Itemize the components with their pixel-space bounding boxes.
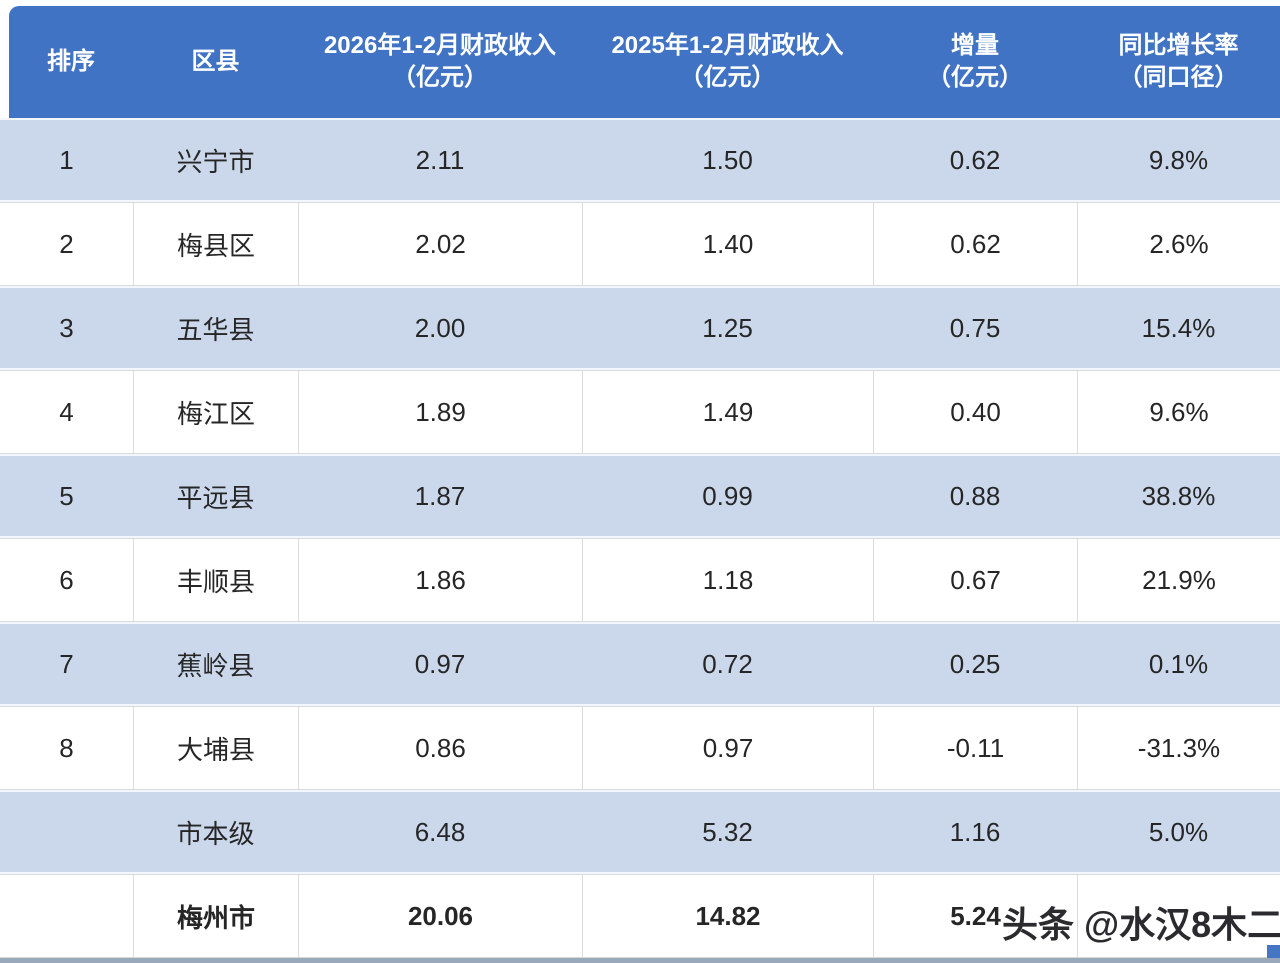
table-row: 3 五华县 2.00 1.25 0.75 15.4% [0, 286, 1280, 370]
cell-district: 丰顺县 [133, 539, 298, 621]
header-cell-rev2026: 2026年1-2月财政收入 （亿元） [298, 30, 582, 95]
header-subtitle: （亿元） [392, 64, 488, 91]
cell-delta: 0.25 [873, 624, 1077, 704]
cell-rev2026: 2.02 [298, 203, 582, 285]
header-subtitle: （亿元） [679, 64, 776, 91]
table-row: 7 蕉岭县 0.97 0.72 0.25 0.1% [0, 622, 1280, 706]
cell-growth [1077, 875, 1280, 957]
cell-growth: 5.0% [1077, 792, 1280, 872]
cell-rank: 6 [0, 539, 133, 621]
cell-rev2025: 0.72 [582, 624, 873, 704]
cell-delta: 0.62 [873, 120, 1077, 200]
cell-rev2025: 5.32 [582, 792, 873, 872]
cell-delta: -0.11 [873, 707, 1077, 789]
cell-district: 市本级 [133, 792, 298, 872]
cell-rev2026: 1.86 [298, 539, 582, 621]
cell-rev2026: 2.11 [298, 120, 582, 200]
cell-district: 五华县 [133, 288, 298, 368]
cell-rank: 3 [0, 288, 133, 368]
cell-rev2025: 0.99 [582, 456, 873, 536]
table-row: 8 大埔县 0.86 0.97 -0.11 -31.3% [0, 706, 1280, 790]
cell-growth: 9.8% [1077, 120, 1280, 200]
header-title: 增量 [951, 31, 999, 59]
toutiao-watermark: 头条 @水汉8木二 [1002, 904, 1280, 945]
header-title: 排序 [47, 47, 95, 75]
cell-growth: 0.1% [1077, 624, 1280, 704]
header-subtitle: （亿元） [927, 64, 1023, 91]
cell-rev2025: 1.18 [582, 539, 873, 621]
header-cell-district: 区县 [133, 46, 298, 78]
top-spacer [0, 0, 1280, 6]
table-header-row: 排序 区县 2026年1-2月财政收入 （亿元） 2025年1-2月财政收入 （… [9, 6, 1280, 118]
cell-rev2026: 0.86 [298, 707, 582, 789]
header-cell-growth: 同比增长率 （同口径） [1077, 30, 1280, 95]
header-cell-delta: 增量 （亿元） [873, 30, 1077, 95]
bottom-border-bar [0, 958, 1280, 963]
cell-growth: 21.9% [1077, 539, 1280, 621]
cell-rank: 1 [0, 120, 133, 200]
header-title: 2025年1-2月财政收入 [611, 31, 844, 59]
table-row-city-level: 市本级 6.48 5.32 1.16 5.0% [0, 790, 1280, 874]
cell-rank [0, 875, 133, 957]
cell-rev2025: 1.40 [582, 203, 873, 285]
cell-rev2025: 1.49 [582, 371, 873, 453]
cell-rev2026: 0.97 [298, 624, 582, 704]
cell-rank: 2 [0, 203, 133, 285]
cell-district: 梅州市 [133, 875, 298, 957]
cell-district: 蕉岭县 [133, 624, 298, 704]
cell-delta: 0.67 [873, 539, 1077, 621]
cell-district: 大埔县 [133, 707, 298, 789]
corner-mark [1267, 945, 1280, 958]
table-row: 1 兴宁市 2.11 1.50 0.62 9.8% [0, 118, 1280, 202]
cell-growth: -31.3% [1077, 707, 1280, 789]
cell-rev2026: 6.48 [298, 792, 582, 872]
cell-rank: 8 [0, 707, 133, 789]
cell-rev2026: 2.00 [298, 288, 582, 368]
cell-rank: 7 [0, 624, 133, 704]
cell-growth: 15.4% [1077, 288, 1280, 368]
header-subtitle: （同口径） [1118, 64, 1239, 91]
cell-delta: 0.62 [873, 203, 1077, 285]
cell-rev2026: 1.89 [298, 371, 582, 453]
cell-district: 平远县 [133, 456, 298, 536]
cell-rev2025: 1.25 [582, 288, 873, 368]
header-title: 2026年1-2月财政收入 [323, 31, 557, 59]
cell-growth: 2.6% [1077, 203, 1280, 285]
cell-growth: 38.8% [1077, 456, 1280, 536]
cell-rev2025: 14.82 [582, 875, 873, 957]
cell-delta: 0.88 [873, 456, 1077, 536]
cell-rev2026: 20.06 [298, 875, 582, 957]
cell-delta: 1.16 [873, 792, 1077, 872]
cell-rank: 4 [0, 371, 133, 453]
cell-rank: 5 [0, 456, 133, 536]
cell-rev2026: 1.87 [298, 456, 582, 536]
cell-rev2025: 0.97 [582, 707, 873, 789]
table-row: 5 平远县 1.87 0.99 0.88 38.8% [0, 454, 1280, 538]
cell-growth: 9.6% [1077, 371, 1280, 453]
table-row-total: 梅州市 20.06 14.82 5.24 [0, 874, 1280, 958]
header-title: 区县 [191, 47, 240, 75]
header-cell-rev2025: 2025年1-2月财政收入 （亿元） [582, 30, 873, 95]
cell-delta: 0.75 [873, 288, 1077, 368]
cell-district: 梅江区 [133, 371, 298, 453]
cell-rank [0, 792, 133, 872]
cell-delta: 5.24 [873, 875, 1077, 957]
cell-delta: 0.40 [873, 371, 1077, 453]
cell-district: 梅县区 [133, 203, 298, 285]
cell-district: 兴宁市 [133, 120, 298, 200]
header-cell-rank: 排序 [9, 46, 133, 78]
table-row: 6 丰顺县 1.86 1.18 0.67 21.9% [0, 538, 1280, 622]
cell-rev2025: 1.50 [582, 120, 873, 200]
table-row: 4 梅江区 1.89 1.49 0.40 9.6% [0, 370, 1280, 454]
header-title: 同比增长率 [1118, 31, 1239, 59]
table-row: 2 梅县区 2.02 1.40 0.62 2.6% [0, 202, 1280, 286]
